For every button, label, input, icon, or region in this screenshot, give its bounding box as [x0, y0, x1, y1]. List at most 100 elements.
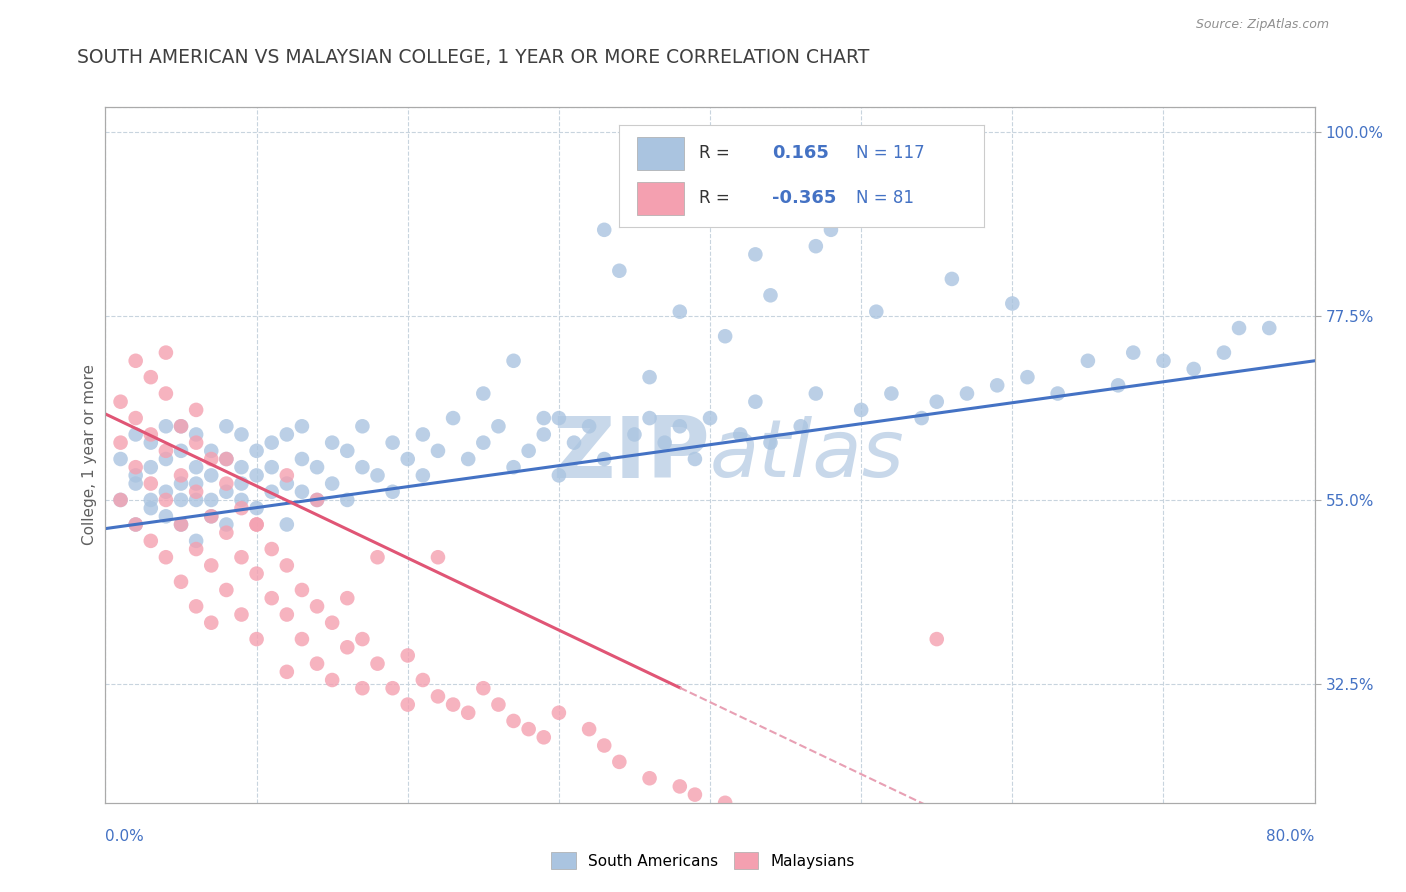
Point	[321, 476, 343, 491]
Point	[215, 525, 238, 540]
Point	[276, 476, 298, 491]
Point	[139, 501, 162, 516]
Point	[186, 599, 208, 614]
Point	[291, 419, 314, 434]
Point	[1077, 353, 1099, 368]
Point	[669, 419, 692, 434]
Point	[714, 796, 737, 810]
Point	[155, 452, 177, 467]
Point	[139, 435, 162, 450]
Point	[638, 771, 661, 785]
Point	[683, 452, 706, 467]
Point	[517, 722, 540, 736]
Point	[125, 427, 148, 442]
Point	[186, 533, 208, 548]
Point	[246, 566, 269, 581]
Point	[170, 468, 193, 483]
Point	[200, 468, 222, 483]
Point	[669, 304, 692, 318]
Point	[186, 476, 208, 491]
Point	[744, 394, 766, 409]
Point	[307, 492, 329, 507]
Point	[139, 460, 162, 475]
Point	[759, 435, 782, 450]
Point	[441, 698, 464, 712]
Point	[472, 386, 495, 401]
Point	[246, 517, 269, 532]
Point	[231, 550, 253, 565]
Point	[260, 484, 283, 499]
Point	[638, 411, 661, 425]
Point	[155, 345, 177, 359]
Text: R =: R =	[699, 144, 730, 161]
Point	[246, 443, 269, 458]
Point	[381, 484, 404, 499]
Point	[231, 501, 253, 516]
Point	[699, 411, 721, 425]
Point	[139, 427, 162, 442]
Point	[139, 370, 162, 384]
Point	[609, 755, 631, 769]
Point	[352, 632, 374, 646]
Legend: South Americans, Malaysians: South Americans, Malaysians	[546, 846, 860, 875]
Point	[1153, 353, 1175, 368]
Point	[502, 353, 524, 368]
Point	[215, 452, 238, 467]
Y-axis label: College, 1 year or more: College, 1 year or more	[82, 365, 97, 545]
Point	[623, 427, 645, 442]
Point	[669, 780, 692, 794]
Point	[488, 698, 510, 712]
Point	[291, 582, 314, 597]
Point	[155, 443, 177, 458]
Point	[200, 558, 222, 573]
Point	[336, 443, 359, 458]
Point	[321, 435, 343, 450]
Point	[260, 435, 283, 450]
Point	[804, 239, 827, 253]
Point	[336, 492, 359, 507]
Point	[215, 452, 238, 467]
Point	[110, 394, 132, 409]
Point	[352, 681, 374, 696]
Point	[593, 223, 616, 237]
Point	[125, 460, 148, 475]
Point	[215, 484, 238, 499]
Point	[186, 460, 208, 475]
Point	[260, 460, 283, 475]
Point	[110, 492, 132, 507]
Point	[457, 706, 479, 720]
Point	[200, 615, 222, 630]
Point	[925, 632, 948, 646]
Point	[170, 476, 193, 491]
Point	[578, 722, 600, 736]
Point	[911, 411, 934, 425]
Point	[578, 419, 600, 434]
Point	[155, 484, 177, 499]
Point	[1122, 345, 1144, 359]
Point	[562, 435, 585, 450]
Point	[231, 476, 253, 491]
Point	[744, 247, 766, 261]
Point	[186, 403, 208, 417]
Point	[200, 443, 222, 458]
Point	[139, 476, 162, 491]
Point	[260, 591, 283, 606]
Point	[260, 542, 283, 557]
Point	[1182, 362, 1205, 376]
Point	[170, 492, 193, 507]
Point	[1001, 296, 1024, 310]
Text: atlas: atlas	[710, 416, 905, 494]
Point	[790, 419, 813, 434]
Point	[427, 550, 450, 565]
Text: -0.365: -0.365	[772, 189, 837, 207]
Point	[925, 394, 948, 409]
Point	[427, 690, 450, 704]
Point	[276, 558, 298, 573]
Point	[139, 492, 162, 507]
Point	[1046, 386, 1069, 401]
Point	[472, 681, 495, 696]
Point	[1107, 378, 1129, 392]
Point	[186, 427, 208, 442]
Point	[200, 452, 222, 467]
Point	[125, 468, 148, 483]
